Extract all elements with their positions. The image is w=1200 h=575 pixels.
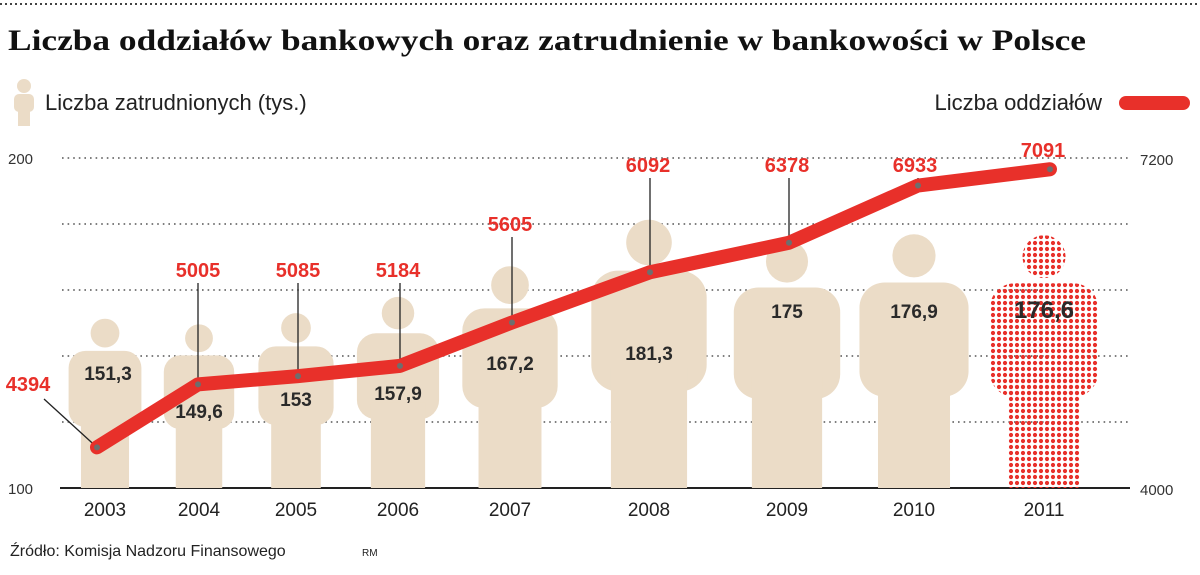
branches-value-label: 6933 bbox=[893, 155, 938, 177]
branches-series bbox=[90, 162, 1057, 455]
figure-head bbox=[281, 313, 311, 343]
employment-value-label: 176,6 bbox=[1014, 297, 1074, 324]
branches-point bbox=[915, 182, 921, 189]
employment-value-label: 157,9 bbox=[374, 384, 422, 405]
branches-point bbox=[1047, 166, 1053, 173]
branches-value-label: 7091 bbox=[1021, 140, 1066, 162]
branches-point bbox=[509, 319, 515, 326]
leader-lines bbox=[43, 178, 919, 448]
figure-legs bbox=[478, 388, 542, 488]
figure-torso bbox=[591, 270, 707, 392]
leader-line bbox=[43, 398, 98, 448]
figure-legs bbox=[1008, 374, 1080, 488]
left-axis-tick-label: 200 bbox=[8, 151, 33, 168]
figure-torso bbox=[68, 350, 142, 428]
figure-head bbox=[1022, 235, 1066, 279]
branches-point bbox=[295, 373, 301, 380]
figure-legs bbox=[175, 414, 223, 488]
axis-labels: 100 200 4000 7200 bbox=[8, 151, 1173, 499]
legend-employment: Liczba zatrudnionych (tys.) bbox=[14, 79, 307, 126]
branches-point bbox=[397, 362, 403, 369]
branches-point bbox=[94, 444, 100, 451]
right-axis-tick-label: 4000 bbox=[1140, 482, 1173, 499]
branches-point bbox=[647, 269, 653, 276]
figure-head bbox=[185, 324, 213, 353]
year-label: 2003 bbox=[84, 500, 126, 521]
source-note: Źródło: Komisja Nadzoru Finansowego bbox=[10, 541, 286, 560]
figure-legs bbox=[610, 367, 688, 488]
employment-value-label: 167,2 bbox=[486, 354, 534, 375]
employment-value-label: 153 bbox=[280, 390, 312, 411]
employment-value-labels: 151,3 149,6 153 157,9 167,2 181,3 175 176,9 176,… bbox=[84, 297, 1074, 423]
year-label: 2004 bbox=[178, 500, 221, 521]
author-initials: RM bbox=[362, 548, 378, 559]
left-axis-tick-label: 100 bbox=[8, 481, 33, 498]
figure-legs bbox=[370, 402, 426, 488]
year-label: 2007 bbox=[489, 500, 531, 521]
employment-figures bbox=[68, 219, 1099, 488]
employment-figure-2008 bbox=[591, 219, 707, 488]
year-label: 2005 bbox=[275, 500, 317, 521]
person-icon bbox=[14, 79, 34, 126]
chart-title: Liczba oddziałów bankowych oraz zatrudni… bbox=[8, 24, 1086, 57]
employment-figure-2004 bbox=[163, 324, 235, 488]
figure-head bbox=[90, 318, 120, 348]
figure-legs bbox=[271, 409, 321, 488]
figure-torso bbox=[733, 287, 841, 399]
figure-legs bbox=[751, 376, 823, 488]
employment-figure-2011 bbox=[989, 235, 1099, 488]
branches-point bbox=[786, 239, 792, 246]
employment-figure-2010 bbox=[859, 234, 969, 488]
branches-value-labels: 4394 5005 5085 5184 5605 6092 6378 6933 7091 bbox=[6, 140, 1066, 396]
employment-value-label: 175 bbox=[771, 302, 803, 323]
branches-point bbox=[195, 381, 201, 388]
employment-value-label: 176,9 bbox=[890, 302, 938, 323]
branches-value-label: 5605 bbox=[488, 214, 533, 236]
branches-value-label: 6092 bbox=[626, 155, 671, 177]
employment-figure-2007 bbox=[462, 266, 558, 488]
employment-value-label: 181,3 bbox=[625, 344, 673, 365]
branches-value-label: 4394 bbox=[6, 374, 51, 396]
legend-employment-label: Liczba zatrudnionych (tys.) bbox=[45, 90, 307, 115]
branches-value-label: 5085 bbox=[276, 260, 321, 282]
year-label: 2008 bbox=[628, 500, 670, 521]
figure-torso bbox=[258, 346, 334, 426]
figure-torso bbox=[989, 283, 1099, 397]
year-label: 2006 bbox=[377, 500, 419, 521]
employment-value-label: 149,6 bbox=[175, 402, 223, 423]
figure-head bbox=[892, 234, 936, 278]
branches-value-label: 5184 bbox=[376, 260, 421, 282]
right-axis-tick-label: 7200 bbox=[1140, 152, 1173, 169]
legend-branches: Liczba oddziałów bbox=[934, 90, 1190, 115]
employment-value-label: 151,3 bbox=[84, 364, 132, 385]
employment-figure-2005 bbox=[258, 313, 334, 488]
branches-value-label: 5005 bbox=[176, 260, 221, 282]
figure-head bbox=[381, 296, 415, 330]
year-label: 2011 bbox=[1024, 500, 1065, 521]
year-label: 2009 bbox=[766, 500, 808, 521]
branches-value-label: 6378 bbox=[765, 155, 810, 177]
year-label: 2010 bbox=[893, 500, 935, 521]
year-labels: 2003 2004 2005 2006 2007 2008 2009 2010 2011 bbox=[84, 500, 1065, 521]
employment-figure-2003 bbox=[68, 318, 142, 488]
legend-branches-label: Liczba oddziałów bbox=[934, 90, 1102, 115]
figure-torso bbox=[163, 355, 235, 430]
employment-figure-2009 bbox=[733, 240, 841, 488]
figure-head bbox=[626, 219, 672, 266]
figure-torso bbox=[859, 282, 969, 397]
figure-legs bbox=[877, 373, 951, 488]
figure-head bbox=[491, 266, 529, 304]
